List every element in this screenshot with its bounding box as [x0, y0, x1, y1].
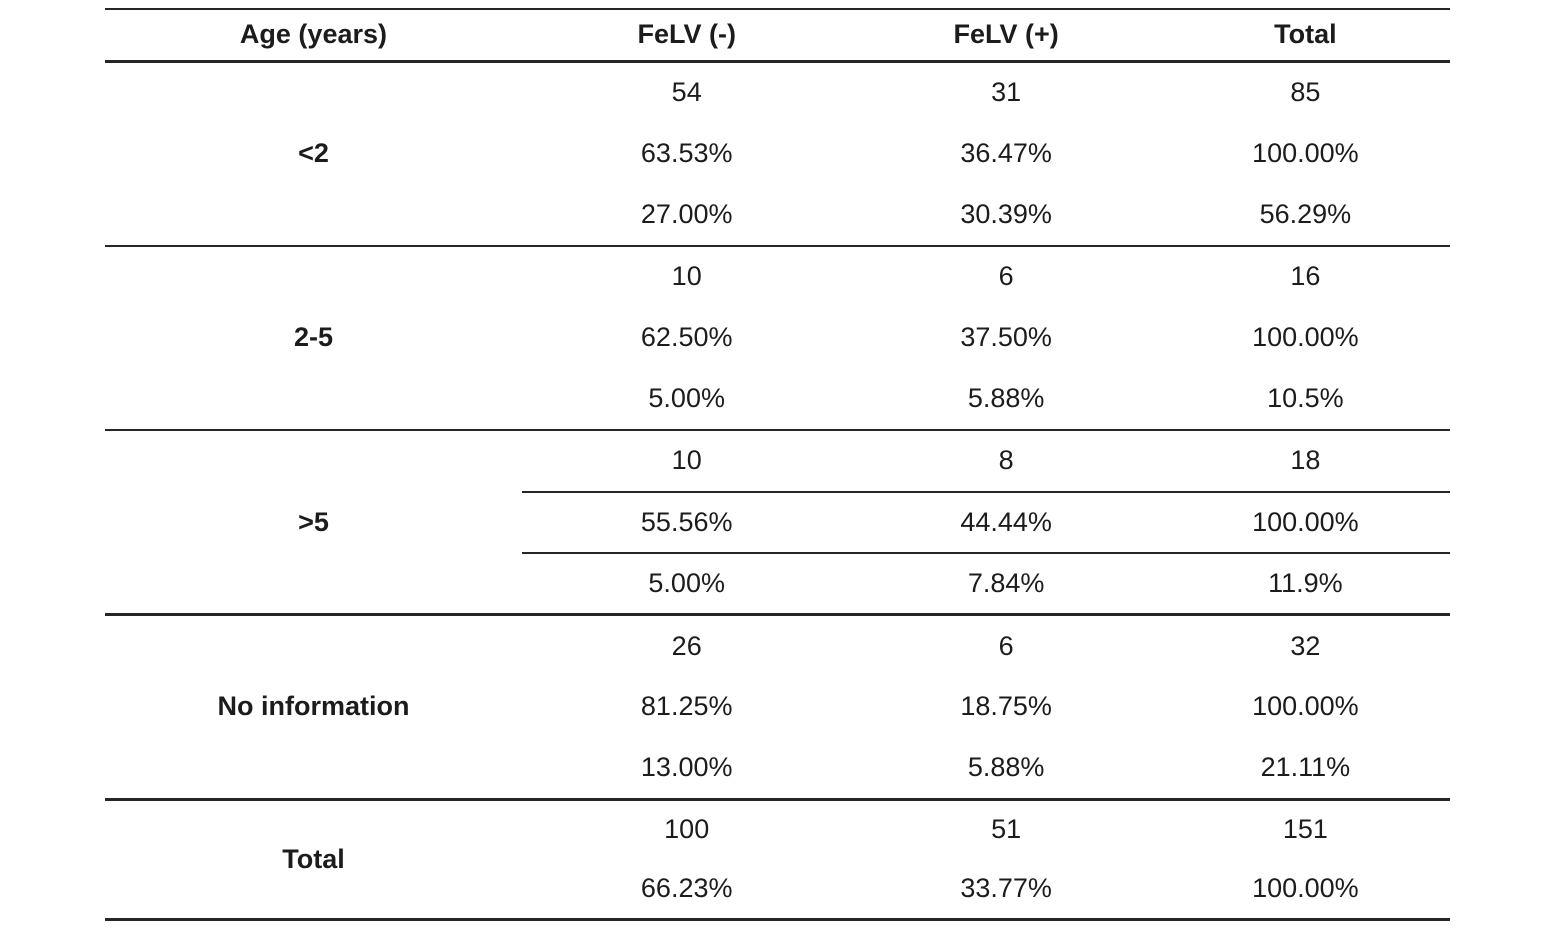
cell-over-5-r1-c1: 44.44%	[851, 491, 1161, 554]
row-label-over-5: >5	[105, 430, 522, 616]
cell-2-5-r1-c0: 62.50%	[640, 322, 733, 353]
cell-no-information-r2-c2: 21.11%	[1160, 737, 1450, 801]
cell-total-r0-c1: 51	[991, 814, 1022, 845]
row-total-0: Total 100 51 151	[105, 799, 1450, 921]
cell-under-2-r2-c0: 27.00%	[521, 184, 852, 247]
row-over-5-0: >5 10 8 18	[105, 430, 1450, 616]
row-label-2-5: 2-5	[105, 245, 522, 431]
cell-under-2-r0-c2: 85	[1290, 77, 1321, 107]
cell-2-5-r1-c1: 37.50%	[960, 322, 1052, 353]
cell-over-5-r1-c0: 55.56%	[521, 491, 852, 554]
cell-2-5-r2-c1: 5.88%	[851, 368, 1161, 431]
cell-under-2-r2-c1: 30.39%	[851, 184, 1161, 247]
row-label-no-information: No information	[105, 614, 522, 801]
cell-total-r1-c0: 66.23%	[521, 859, 852, 921]
cell-no-information-r0-c0: 26	[671, 630, 702, 661]
cell-total-r0-c2: 151	[1282, 814, 1328, 845]
row-total-1: 66.23% 33.77% 100.00%	[105, 859, 1450, 921]
cell-2-5-r2-c2: 10.5%	[1160, 368, 1450, 431]
cell-2-5-r0-c1: 6	[998, 261, 1014, 292]
cell-over-5-r0-c1: 8	[851, 430, 1161, 493]
cell-over-5-r0-c2: 18	[1160, 430, 1450, 493]
col-header-age: Age (years)	[105, 9, 522, 63]
cell-under-2-r1-c2: 100.00%	[1252, 137, 1359, 168]
cell-2-5-r0-c2: 16	[1290, 261, 1321, 292]
col-header-total: Total	[1160, 9, 1450, 63]
row-under-2-2: 27.00% 30.39% 56.29%	[105, 184, 1450, 247]
cell-over-5-r0-c0: 10	[521, 430, 852, 493]
row-under-2-1: 63.53% 36.47% 100.00%	[105, 123, 1450, 185]
col-header-felv-positive: FeLV (+)	[851, 9, 1161, 63]
row-label-total: Total	[105, 799, 522, 921]
row-label-under-2: <2	[105, 61, 522, 247]
header-row: Age (years) FeLV (-) FeLV (+) Total	[105, 9, 1450, 63]
row-no-information-0: No information 26 6 32	[105, 614, 1450, 801]
row-2-5-2: 5.00% 5.88% 10.5%	[105, 368, 1450, 431]
cell-2-5-r1-c2: 100.00%	[1252, 322, 1359, 353]
cell-no-information-r2-c0: 13.00%	[521, 737, 852, 801]
cell-no-information-r1-c1: 18.75%	[960, 691, 1052, 722]
cell-no-information-r2-c1: 5.88%	[851, 737, 1161, 801]
cell-total-r0-c0: 100	[664, 814, 710, 845]
cell-under-2-r2-c2: 56.29%	[1160, 184, 1450, 247]
cell-2-5-r2-c0: 5.00%	[521, 368, 852, 431]
cell-under-2-r0-c0: 54	[671, 77, 702, 107]
cell-2-5-r0-c0: 10	[671, 261, 702, 292]
row-over-5-1: 55.56% 44.44% 100.00%	[105, 491, 1450, 554]
row-over-5-2: 5.00% 7.84% 11.9%	[105, 553, 1450, 616]
cell-under-2-r0-c1: 31	[991, 77, 1022, 107]
row-2-5-0: 2-5 10 6 16	[105, 245, 1450, 431]
col-header-felv-negative: FeLV (-)	[521, 9, 852, 63]
cell-no-information-r0-c1: 6	[998, 630, 1014, 661]
cell-total-r1-c1: 33.77%	[851, 859, 1161, 921]
cell-no-information-r1-c2: 100.00%	[1252, 691, 1359, 722]
row-2-5-1: 62.50% 37.50% 100.00%	[105, 307, 1450, 369]
cell-under-2-r1-c0: 63.53%	[640, 137, 733, 168]
cell-over-5-r1-c2: 100.00%	[1160, 491, 1450, 554]
cell-over-5-r2-c0: 5.00%	[521, 553, 852, 616]
row-under-2-0: <2 54 31 85	[105, 61, 1450, 247]
cell-no-information-r1-c0: 81.25%	[640, 691, 733, 722]
cell-under-2-r1-c1: 36.47%	[960, 137, 1052, 168]
row-no-information-2: 13.00% 5.88% 21.11%	[105, 737, 1450, 801]
cell-over-5-r2-c1: 7.84%	[851, 553, 1161, 616]
cell-no-information-r0-c2: 32	[1290, 630, 1321, 661]
cell-over-5-r2-c2: 11.9%	[1160, 553, 1450, 616]
row-no-information-1: 81.25% 18.75% 100.00%	[105, 676, 1450, 738]
cell-total-r1-c2: 100.00%	[1160, 859, 1450, 921]
felv-age-table: Age (years) FeLV (-) FeLV (+) Total <2 54…	[105, 8, 1450, 921]
